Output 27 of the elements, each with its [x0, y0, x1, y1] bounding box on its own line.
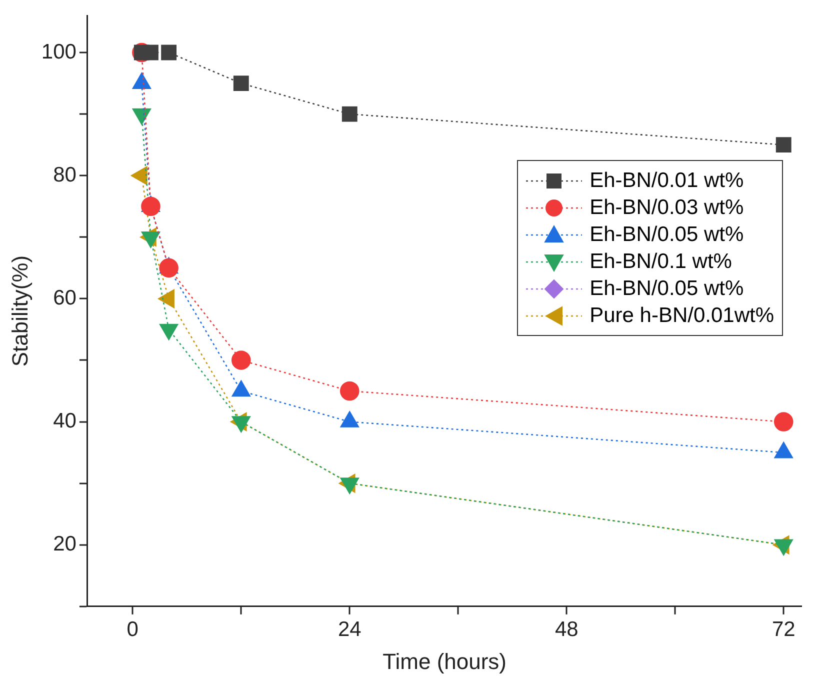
legend-label: Eh-BN/0.05 wt%: [590, 276, 744, 302]
x-tick-label: 48: [554, 618, 578, 641]
x-tick-label: 72: [772, 618, 796, 641]
point: [774, 412, 794, 432]
legend-label: Eh-BN/0.01 wt%: [590, 168, 744, 194]
legend-label: Eh-BN/0.05 wt%: [590, 222, 744, 248]
point: [161, 44, 177, 60]
y-tick-label: 80: [53, 163, 76, 186]
y-tick-label: 60: [53, 286, 76, 310]
legend-label: Eh-BN/0.03 wt%: [590, 195, 744, 221]
y-tick-label: 40: [53, 410, 76, 433]
point: [231, 350, 251, 370]
y-tick-label: 20: [53, 532, 76, 556]
y-tick-label: 100: [41, 40, 76, 64]
x-axis-title: Time (hours): [382, 648, 507, 674]
x-tick-label: 24: [338, 618, 362, 641]
y-axis-title: Stability(%): [7, 255, 32, 367]
point: [143, 44, 158, 60]
point: [141, 196, 160, 216]
legend-label: Pure h-BN/0.01wt%: [590, 303, 774, 329]
point: [340, 381, 360, 401]
x-tick-label: 0: [126, 618, 138, 641]
point: [159, 258, 178, 278]
point: [776, 137, 792, 153]
point: [342, 106, 358, 122]
legend-label: Eh-BN/0.1 wt%: [590, 249, 732, 275]
point: [233, 76, 249, 92]
